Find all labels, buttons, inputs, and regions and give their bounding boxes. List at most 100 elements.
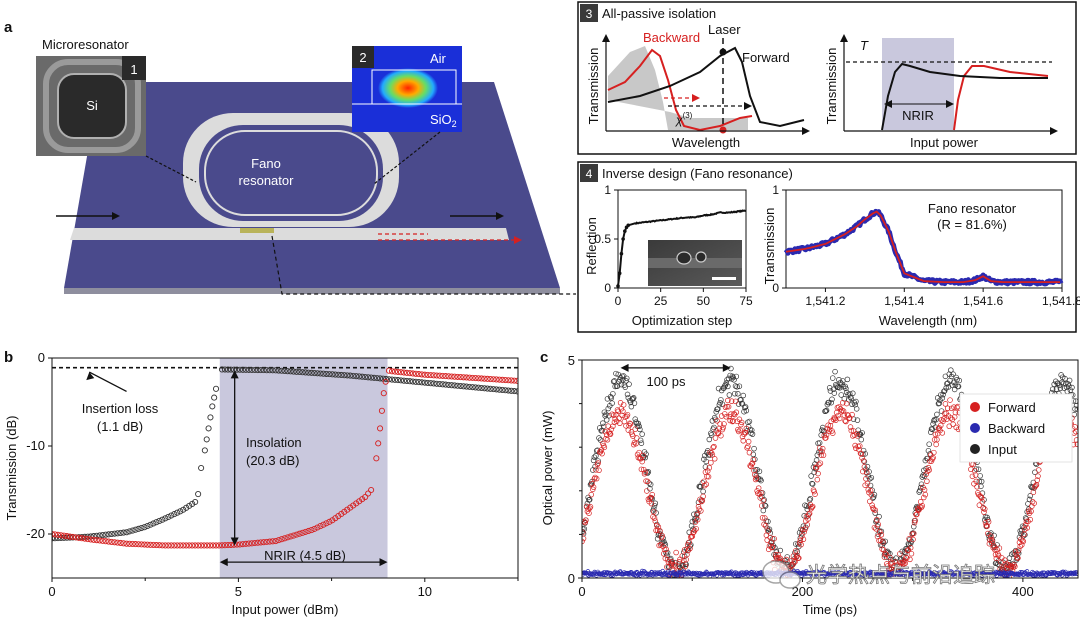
input-marker <box>811 469 817 476</box>
forward-red-marker <box>496 376 503 383</box>
input-black-marker <box>287 368 294 375</box>
forward-marker <box>639 458 645 465</box>
forward-marker <box>989 538 996 545</box>
input-marker <box>742 404 748 411</box>
forward-red-marker <box>385 367 393 374</box>
input-black-marker <box>400 377 407 384</box>
forward-red-marker <box>269 538 276 545</box>
device-label-line2: resonator <box>239 173 295 188</box>
input-marker <box>664 550 671 556</box>
input-black-marker <box>290 368 297 375</box>
input-marker <box>921 473 928 479</box>
forward-marker <box>711 456 718 462</box>
forward-red-marker <box>439 372 446 379</box>
forward-red-marker <box>221 542 229 549</box>
forward-marker <box>860 458 867 464</box>
input-marker <box>843 385 849 392</box>
input-black-marker <box>254 366 261 374</box>
forward-marker <box>816 461 822 468</box>
forward-red-marker <box>212 542 220 549</box>
forward-marker <box>623 423 629 429</box>
inset2-air-label: Air <box>430 51 447 66</box>
forward-red-marker <box>177 542 184 549</box>
panel4-right-ylabel: Transmission <box>762 208 777 285</box>
input-black-marker <box>245 366 252 373</box>
forward-marker <box>640 466 647 473</box>
forward-marker <box>703 481 709 488</box>
input-marker <box>1069 384 1075 391</box>
input-black-marker <box>454 382 461 389</box>
input-marker <box>730 374 736 381</box>
forward-red-marker <box>460 374 467 381</box>
input-marker <box>719 401 726 407</box>
forward-red-marker <box>159 542 166 549</box>
forward-marker <box>854 433 861 439</box>
input-marker <box>638 440 645 446</box>
forward-marker <box>996 545 1003 551</box>
input-black-marker <box>278 367 285 374</box>
input-black-marker <box>439 381 446 388</box>
forward-marker <box>737 427 743 433</box>
forward-marker <box>991 543 997 549</box>
forward-marker <box>593 467 599 473</box>
panel-b-ylabel: Transmission (dB) <box>4 416 19 521</box>
forward-marker <box>969 473 976 480</box>
forward-red-marker <box>463 374 470 381</box>
input-black-marker <box>341 372 348 379</box>
forward-marker <box>610 412 617 418</box>
forward-marker <box>1015 555 1021 561</box>
inset2-mode-image <box>352 46 462 132</box>
input-marker <box>866 468 872 475</box>
input-marker <box>950 371 956 377</box>
legend-backward: Backward <box>988 421 1045 436</box>
input-black-marker <box>198 464 205 472</box>
input-marker <box>808 473 814 479</box>
input-marker <box>933 416 939 423</box>
input-marker <box>803 503 810 509</box>
forward-marker <box>1030 489 1037 496</box>
x-tick-label: 200 <box>792 584 814 599</box>
input-marker <box>760 507 767 514</box>
forward-red-marker <box>254 539 261 546</box>
forward-marker <box>724 403 730 410</box>
input-marker <box>831 390 838 396</box>
input-black-marker <box>418 379 425 386</box>
input-black-marker <box>239 366 246 373</box>
input-black-marker <box>257 367 264 374</box>
forward-marker <box>919 503 926 509</box>
forward-marker <box>849 411 855 418</box>
forward-marker <box>603 435 609 442</box>
forward-marker <box>843 400 850 407</box>
backward-marker <box>1040 570 1045 575</box>
input-black-marker <box>460 383 467 390</box>
forward-red-marker <box>508 377 515 384</box>
input-black-marker <box>251 366 258 374</box>
x-tick-label: 1,541.2 <box>805 294 845 308</box>
input-marker <box>976 478 983 485</box>
input-black-marker <box>347 372 354 379</box>
input-black-marker <box>111 530 118 537</box>
input-black-marker <box>114 530 121 537</box>
forward-marker <box>911 530 917 537</box>
forward-marker <box>640 452 646 459</box>
input-black-marker <box>159 516 166 523</box>
forward-marker <box>882 550 888 557</box>
panel-label-b: b <box>4 349 13 366</box>
input-black-marker <box>224 366 232 373</box>
input-marker <box>1072 406 1078 412</box>
forward-marker <box>972 472 979 478</box>
forward-marker <box>799 533 805 539</box>
forward-marker <box>892 559 899 565</box>
forward-red-marker <box>263 538 270 545</box>
input-black-marker <box>365 374 372 381</box>
forward-marker <box>941 416 947 422</box>
input-black-marker <box>338 371 345 379</box>
forward-marker <box>951 404 957 410</box>
input-black-marker <box>442 381 449 388</box>
input-marker <box>1059 379 1065 386</box>
forward-red-marker <box>156 542 163 549</box>
input-marker <box>772 544 778 551</box>
forward-marker <box>809 504 815 510</box>
input-black-marker <box>117 529 124 536</box>
